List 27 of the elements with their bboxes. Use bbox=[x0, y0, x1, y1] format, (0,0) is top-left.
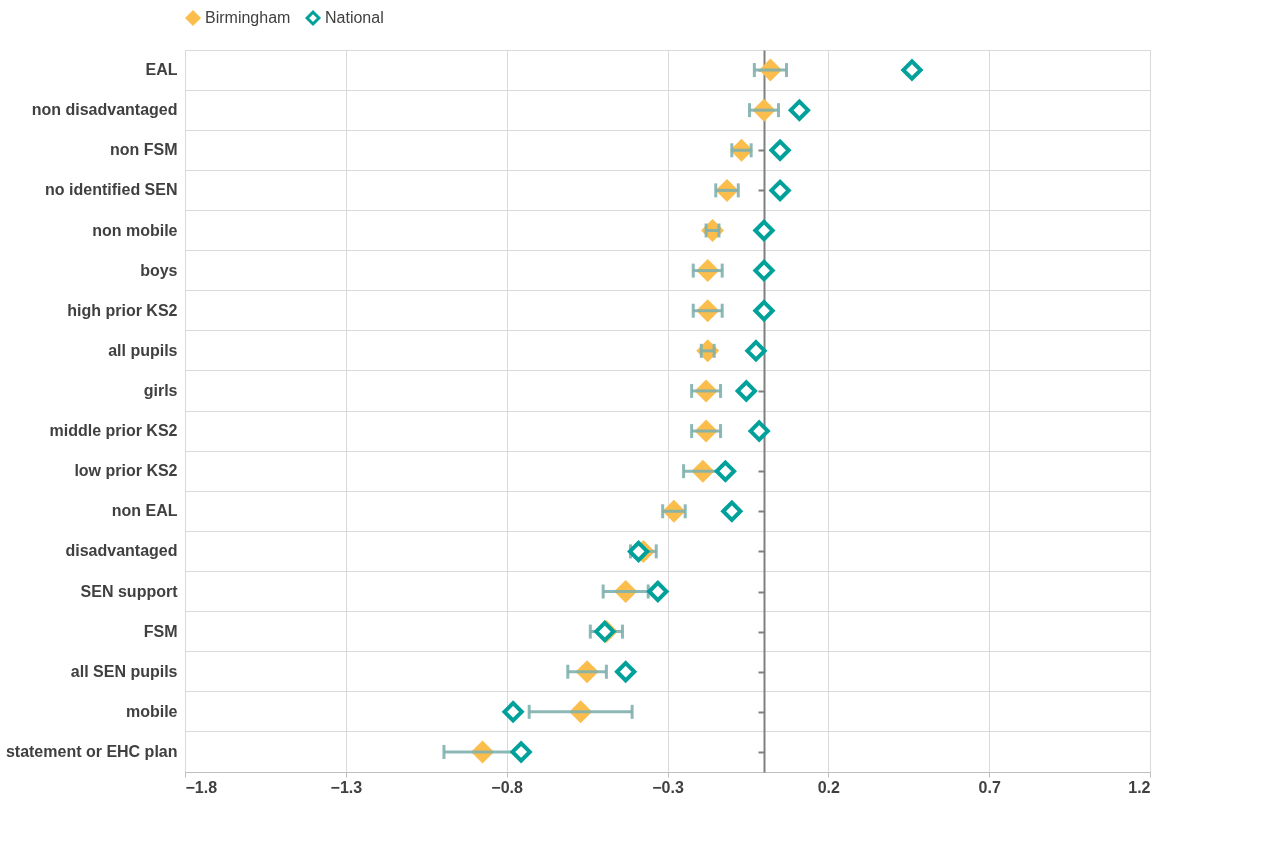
y-tick-label: non mobile bbox=[92, 221, 178, 239]
y-tick-label: no identified SEN bbox=[45, 181, 178, 199]
y-tick-label: non FSM bbox=[109, 141, 178, 159]
legend-label: National bbox=[325, 9, 384, 27]
x-tick-label: 0.7 bbox=[978, 778, 1001, 796]
x-tick-label: −1.3 bbox=[330, 778, 363, 796]
legend-label: Birmingham bbox=[205, 9, 291, 27]
y-tick-label: non EAL bbox=[111, 502, 178, 520]
y-tick-label: middle prior KS2 bbox=[49, 422, 178, 440]
y-tick-label: disadvantaged bbox=[65, 542, 178, 560]
y-tick-label: FSM bbox=[143, 622, 178, 640]
x-tick-label: −0.3 bbox=[652, 778, 684, 796]
x-tick-label: 1.2 bbox=[1128, 778, 1151, 796]
y-tick-label: boys bbox=[140, 261, 178, 279]
x-tick-label: −0.8 bbox=[491, 778, 524, 796]
y-tick-label: mobile bbox=[125, 702, 178, 720]
y-tick-label: low prior KS2 bbox=[74, 462, 178, 480]
y-tick-label: EAL bbox=[145, 61, 178, 79]
x-tick-label: −1.8 bbox=[185, 778, 218, 796]
y-tick-label: all pupils bbox=[108, 341, 178, 359]
y-tick-label: all SEN pupils bbox=[70, 662, 178, 680]
y-tick-label: statement or EHC plan bbox=[5, 742, 178, 760]
y-tick-label: SEN support bbox=[80, 582, 179, 600]
y-tick-label: girls bbox=[143, 381, 178, 399]
x-tick-label: 0.2 bbox=[817, 778, 841, 796]
y-tick-label: non disadvantaged bbox=[31, 101, 178, 119]
y-tick-label: high prior KS2 bbox=[67, 301, 178, 319]
